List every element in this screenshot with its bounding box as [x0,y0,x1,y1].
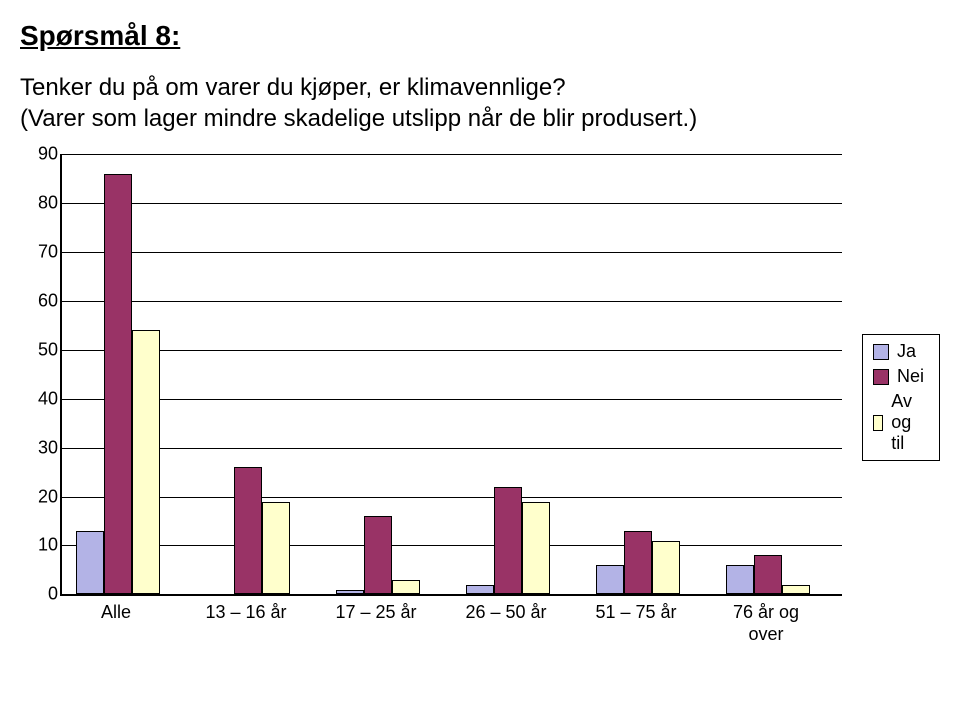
bar-group [76,174,160,594]
xtick-label: Alle [101,602,131,624]
legend-swatch [873,415,883,431]
bar [262,502,290,595]
gridline [62,497,842,498]
ytick-label: 30 [20,437,58,458]
bar-group [726,555,810,594]
legend-swatch [873,369,889,385]
subtitle-line1: Tenker du på om varer du kjøper, er klim… [20,74,566,101]
xtick-label: 76 år ogover [733,602,799,645]
bar [782,585,810,595]
bar [726,565,754,594]
gridline [62,252,842,253]
gridline [62,203,842,204]
xtick-label: 17 – 25 år [335,602,416,624]
bar [104,174,132,594]
bar-group [336,516,420,594]
y-axis-ticks: 0102030405060708090 [20,154,60,594]
page-title: Spørsmål 8: [20,20,940,52]
ytick-label: 70 [20,242,58,263]
bar [624,531,652,595]
bar [336,590,364,595]
gridline [62,448,842,449]
bar [494,487,522,595]
gridline [62,301,842,302]
gridline [62,154,842,155]
ytick-label: 10 [20,535,58,556]
bar [522,502,550,595]
bar-group [206,467,290,594]
bar [364,516,392,594]
chart-plot [60,154,842,596]
legend-row: Nei [873,366,929,387]
ytick-label: 0 [20,584,58,605]
chart-wrap: 0102030405060708090 Alle13 – 16 år17 – 2… [20,154,940,656]
gridline [62,399,842,400]
ytick-label: 90 [20,144,58,165]
bar [392,580,420,595]
xtick-label: 26 – 50 år [465,602,546,624]
xtick-label: 51 – 75 år [595,602,676,624]
gridline [62,545,842,546]
bar-group [466,487,550,595]
ytick-label: 20 [20,486,58,507]
legend-label: Nei [897,366,924,387]
bar [466,585,494,595]
chart-area: 0102030405060708090 Alle13 – 16 år17 – 2… [20,154,842,656]
ytick-label: 80 [20,193,58,214]
legend-row: Ja [873,341,929,362]
legend-label: Av og til [891,391,929,454]
xtick-label: 13 – 16 år [205,602,286,624]
subtitle: Tenker du på om varer du kjøper, er klim… [20,72,940,134]
bar [234,467,262,594]
gridline [62,350,842,351]
legend-label: Ja [897,341,916,362]
legend-swatch [873,344,889,360]
bar [76,531,104,595]
bar [132,330,160,594]
ytick-label: 50 [20,339,58,360]
bar [596,565,624,594]
bar [754,555,782,594]
subtitle-line2: (Varer som lager mindre skadelige utslip… [20,105,697,132]
bar [652,541,680,595]
legend: Ja Nei Av og til [862,334,940,461]
ytick-label: 40 [20,388,58,409]
bar-group [596,531,680,595]
ytick-label: 60 [20,291,58,312]
legend-row: Av og til [873,391,929,454]
x-axis-labels: Alle 13 – 16 år 17 – 25 år 26 – 50 år 51 – 7… [60,596,840,656]
